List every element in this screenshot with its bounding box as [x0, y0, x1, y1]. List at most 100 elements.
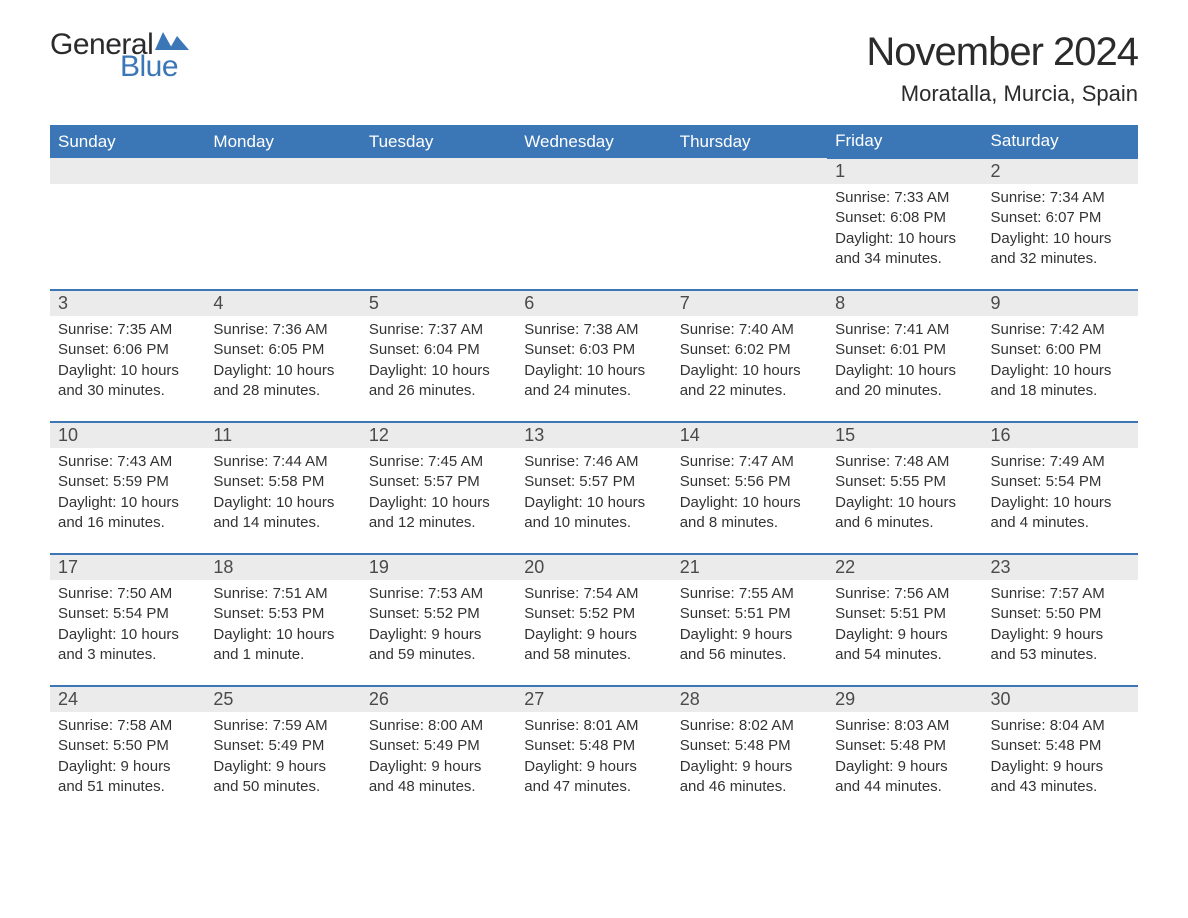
day-daylight1-line: Daylight: 10 hours [213, 361, 352, 381]
day-sunrise-line: Sunrise: 7:53 AM [369, 584, 508, 604]
day-sunset-line: Sunset: 6:07 PM [991, 208, 1130, 228]
day-sunset-line: Sunset: 5:58 PM [213, 472, 352, 492]
day-daylight2-line: and 1 minute. [213, 645, 352, 665]
day-sunrise-line: Sunrise: 7:55 AM [680, 584, 819, 604]
day-daylight1-line: Daylight: 10 hours [835, 493, 974, 513]
day-daylight1-line: Daylight: 10 hours [991, 493, 1130, 513]
day-daylight1-line: Daylight: 10 hours [369, 493, 508, 513]
day-number: 4 [205, 291, 360, 316]
day-daylight2-line: and 54 minutes. [835, 645, 974, 665]
day-details: Sunrise: 7:55 AMSunset: 5:51 PMDaylight:… [672, 580, 827, 669]
day-number: 15 [827, 423, 982, 448]
day-sunrise-line: Sunrise: 7:40 AM [680, 320, 819, 340]
day-sunset-line: Sunset: 5:49 PM [213, 736, 352, 756]
day-sunset-line: Sunset: 5:48 PM [680, 736, 819, 756]
calendar-day-cell: 9Sunrise: 7:42 AMSunset: 6:00 PMDaylight… [983, 290, 1138, 422]
day-daylight2-line: and 22 minutes. [680, 381, 819, 401]
day-details: Sunrise: 8:03 AMSunset: 5:48 PMDaylight:… [827, 712, 982, 801]
day-details: Sunrise: 7:43 AMSunset: 5:59 PMDaylight:… [50, 448, 205, 537]
day-daylight2-line: and 46 minutes. [680, 777, 819, 797]
day-sunrise-line: Sunrise: 7:50 AM [58, 584, 197, 604]
day-sunrise-line: Sunrise: 7:33 AM [835, 188, 974, 208]
day-number: 14 [672, 423, 827, 448]
day-daylight2-line: and 53 minutes. [991, 645, 1130, 665]
day-sunset-line: Sunset: 5:48 PM [835, 736, 974, 756]
day-daylight2-line: and 51 minutes. [58, 777, 197, 797]
day-sunrise-line: Sunrise: 7:46 AM [524, 452, 663, 472]
day-sunset-line: Sunset: 5:53 PM [213, 604, 352, 624]
day-sunrise-line: Sunrise: 8:00 AM [369, 716, 508, 736]
day-sunset-line: Sunset: 6:02 PM [680, 340, 819, 360]
day-sunset-line: Sunset: 6:08 PM [835, 208, 974, 228]
day-daylight2-line: and 20 minutes. [835, 381, 974, 401]
day-daylight2-line: and 58 minutes. [524, 645, 663, 665]
day-details: Sunrise: 7:58 AMSunset: 5:50 PMDaylight:… [50, 712, 205, 801]
day-details: Sunrise: 7:41 AMSunset: 6:01 PMDaylight:… [827, 316, 982, 405]
calendar-empty-cell [672, 158, 827, 290]
day-details: Sunrise: 7:57 AMSunset: 5:50 PMDaylight:… [983, 580, 1138, 669]
day-details: Sunrise: 7:36 AMSunset: 6:05 PMDaylight:… [205, 316, 360, 405]
day-daylight2-line: and 44 minutes. [835, 777, 974, 797]
day-daylight2-line: and 56 minutes. [680, 645, 819, 665]
weekday-header: Monday [205, 125, 360, 158]
day-daylight2-line: and 3 minutes. [58, 645, 197, 665]
day-sunrise-line: Sunrise: 8:03 AM [835, 716, 974, 736]
calendar-day-cell: 25Sunrise: 7:59 AMSunset: 5:49 PMDayligh… [205, 686, 360, 818]
day-sunrise-line: Sunrise: 7:44 AM [213, 452, 352, 472]
day-number: 26 [361, 687, 516, 712]
day-daylight2-line: and 24 minutes. [524, 381, 663, 401]
day-sunset-line: Sunset: 5:50 PM [991, 604, 1130, 624]
day-sunrise-line: Sunrise: 7:56 AM [835, 584, 974, 604]
day-daylight2-line: and 8 minutes. [680, 513, 819, 533]
day-number: 27 [516, 687, 671, 712]
day-daylight1-line: Daylight: 10 hours [213, 493, 352, 513]
day-sunset-line: Sunset: 6:06 PM [58, 340, 197, 360]
day-details: Sunrise: 7:54 AMSunset: 5:52 PMDaylight:… [516, 580, 671, 669]
day-daylight1-line: Daylight: 9 hours [524, 625, 663, 645]
day-number: 28 [672, 687, 827, 712]
day-daylight1-line: Daylight: 10 hours [680, 493, 819, 513]
day-number: 20 [516, 555, 671, 580]
day-daylight2-line: and 10 minutes. [524, 513, 663, 533]
day-daylight2-line: and 4 minutes. [991, 513, 1130, 533]
weekday-header: Thursday [672, 125, 827, 158]
day-sunset-line: Sunset: 5:57 PM [524, 472, 663, 492]
weekday-header: Friday [827, 125, 982, 158]
day-daylight1-line: Daylight: 10 hours [524, 361, 663, 381]
calendar-day-cell: 28Sunrise: 8:02 AMSunset: 5:48 PMDayligh… [672, 686, 827, 818]
calendar-empty-cell [516, 158, 671, 290]
calendar-day-cell: 3Sunrise: 7:35 AMSunset: 6:06 PMDaylight… [50, 290, 205, 422]
day-daylight2-line: and 30 minutes. [58, 381, 197, 401]
calendar-day-cell: 13Sunrise: 7:46 AMSunset: 5:57 PMDayligh… [516, 422, 671, 554]
day-daylight2-line: and 47 minutes. [524, 777, 663, 797]
day-daylight1-line: Daylight: 9 hours [835, 757, 974, 777]
calendar-table: SundayMondayTuesdayWednesdayThursdayFrid… [50, 125, 1138, 818]
day-details: Sunrise: 7:34 AMSunset: 6:07 PMDaylight:… [983, 184, 1138, 273]
day-sunset-line: Sunset: 5:48 PM [524, 736, 663, 756]
day-sunset-line: Sunset: 5:51 PM [680, 604, 819, 624]
day-daylight2-line: and 16 minutes. [58, 513, 197, 533]
empty-day-strip [672, 158, 827, 184]
day-daylight2-line: and 14 minutes. [213, 513, 352, 533]
day-details: Sunrise: 7:40 AMSunset: 6:02 PMDaylight:… [672, 316, 827, 405]
day-details: Sunrise: 7:56 AMSunset: 5:51 PMDaylight:… [827, 580, 982, 669]
day-details: Sunrise: 7:47 AMSunset: 5:56 PMDaylight:… [672, 448, 827, 537]
day-details: Sunrise: 7:48 AMSunset: 5:55 PMDaylight:… [827, 448, 982, 537]
day-sunrise-line: Sunrise: 7:41 AM [835, 320, 974, 340]
day-number: 12 [361, 423, 516, 448]
day-daylight1-line: Daylight: 10 hours [680, 361, 819, 381]
day-sunrise-line: Sunrise: 7:49 AM [991, 452, 1130, 472]
day-daylight2-line: and 26 minutes. [369, 381, 508, 401]
day-details: Sunrise: 7:33 AMSunset: 6:08 PMDaylight:… [827, 184, 982, 273]
day-sunrise-line: Sunrise: 7:42 AM [991, 320, 1130, 340]
day-daylight2-line: and 32 minutes. [991, 249, 1130, 269]
day-details: Sunrise: 8:04 AMSunset: 5:48 PMDaylight:… [983, 712, 1138, 801]
calendar-day-cell: 4Sunrise: 7:36 AMSunset: 6:05 PMDaylight… [205, 290, 360, 422]
day-daylight1-line: Daylight: 10 hours [58, 625, 197, 645]
day-sunset-line: Sunset: 5:49 PM [369, 736, 508, 756]
day-number: 21 [672, 555, 827, 580]
day-details: Sunrise: 7:49 AMSunset: 5:54 PMDaylight:… [983, 448, 1138, 537]
day-details: Sunrise: 8:02 AMSunset: 5:48 PMDaylight:… [672, 712, 827, 801]
calendar-day-cell: 16Sunrise: 7:49 AMSunset: 5:54 PMDayligh… [983, 422, 1138, 554]
day-number: 18 [205, 555, 360, 580]
